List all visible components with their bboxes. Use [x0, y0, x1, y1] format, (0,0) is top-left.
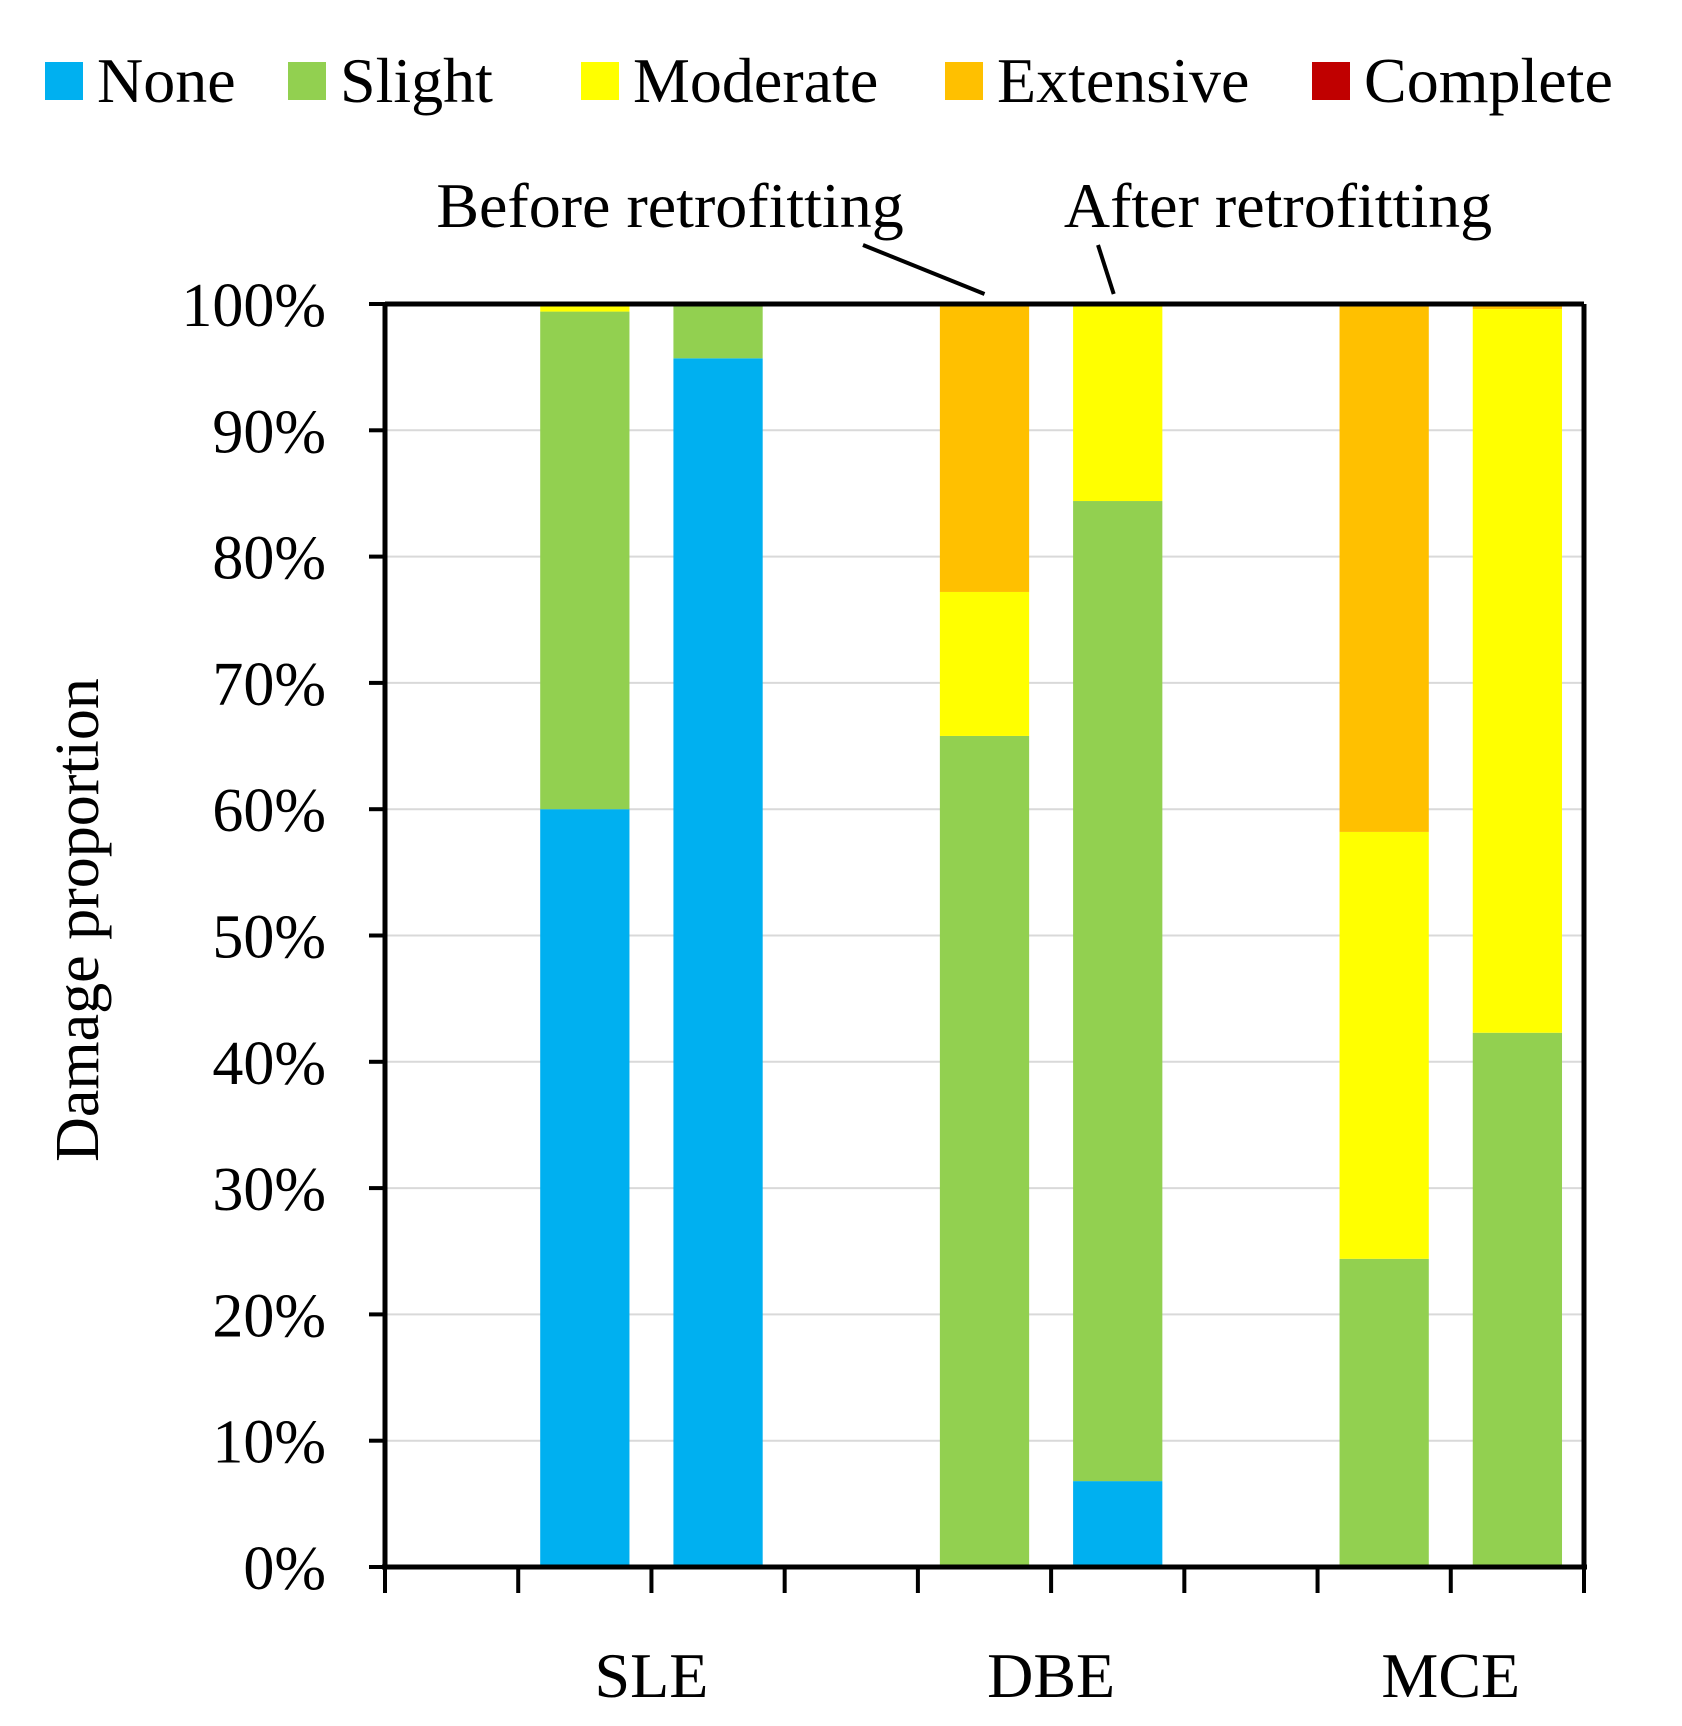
bar-segment-moderate-dbe-2 [1073, 304, 1163, 502]
y-tick-label: 80% [212, 525, 326, 593]
category-label-dbe: DBE [987, 1640, 1115, 1711]
y-tick-label: 10% [212, 1409, 326, 1477]
bar-segment-moderate-mce-2 [1472, 309, 1563, 1033]
legend-label: None [97, 45, 236, 116]
bar-segment-none-sle-2 [673, 358, 763, 1568]
category-label-sle: SLE [595, 1640, 709, 1711]
y-tick-label: 70% [212, 651, 326, 719]
legend-swatch [288, 62, 326, 100]
y-tick-label: 60% [212, 777, 326, 845]
legend-label: Complete [1364, 45, 1613, 116]
y-tick-label: 30% [212, 1156, 326, 1224]
annotation-after-retrofitting: After retrofitting [1064, 170, 1492, 241]
bar-segment-extensive-dbe-1 [939, 304, 1030, 592]
annotations: Before retrofitting After retrofitting [436, 170, 1492, 296]
bar-segment-slight-dbe-2 [1073, 501, 1163, 1482]
legend-item-slight: Slight [288, 45, 493, 116]
legend-swatch [45, 62, 83, 100]
legend: None Slight Moderate Extensive Complete [45, 45, 1613, 116]
y-tick-label: 50% [212, 904, 326, 972]
axes [369, 301, 1587, 1593]
legend-swatch [945, 62, 983, 100]
legend-item-moderate: Moderate [581, 45, 878, 116]
y-tick-label: 100% [181, 272, 326, 340]
bar-segment-extensive-mce-1 [1339, 306, 1429, 832]
legend-label: Slight [340, 45, 493, 116]
y-tick-label: 0% [243, 1535, 326, 1603]
legend-item-complete: Complete [1312, 45, 1613, 116]
bar-segment-none-sle-1 [540, 809, 630, 1567]
y-axis-title: Damage proportion [44, 678, 112, 1162]
annotation-leader-before [862, 243, 986, 296]
bar-segment-moderate-sle-1 [540, 304, 630, 312]
legend-label: Extensive [997, 45, 1249, 116]
y-tick-label: 40% [212, 1030, 326, 1098]
legend-swatch [1312, 62, 1350, 100]
bar-segment-extensive-mce-2 [1472, 304, 1563, 310]
legend-item-extensive: Extensive [945, 45, 1249, 116]
legend-label: Moderate [633, 45, 878, 116]
bar-segment-slight-sle-2 [673, 304, 763, 359]
bar-segment-slight-mce-2 [1472, 1032, 1563, 1567]
y-tick-labels: 0% 10% 20% 30% 40% 50% 60% 70% 80% 90% 100% [181, 272, 326, 1603]
bar-segment-slight-mce-1 [1339, 1258, 1429, 1567]
bar-segment-slight-sle-1 [540, 311, 630, 810]
legend-swatch [581, 62, 619, 100]
category-label-mce: MCE [1381, 1640, 1520, 1711]
annotation-leader-after [1096, 244, 1116, 295]
y-tick-label: 90% [212, 398, 326, 466]
annotation-before-retrofitting: Before retrofitting [436, 170, 903, 241]
y-tick-label: 20% [212, 1282, 326, 1350]
category-labels: SLE DBE MCE [595, 1640, 1521, 1711]
bar-segment-slight-dbe-1 [939, 735, 1030, 1567]
bar-segment-moderate-dbe-1 [939, 591, 1030, 736]
legend-item-none: None [45, 45, 236, 116]
bars [540, 304, 1563, 1568]
bar-segment-moderate-mce-1 [1339, 831, 1429, 1259]
bar-segment-none-dbe-2 [1073, 1481, 1163, 1567]
